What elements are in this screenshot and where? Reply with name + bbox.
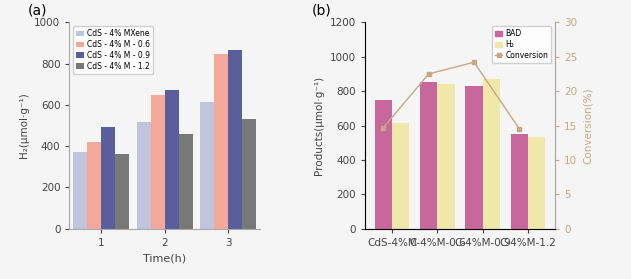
Bar bbox=[437, 84, 454, 229]
Bar bbox=[200, 102, 214, 229]
Bar bbox=[151, 95, 165, 229]
Text: (a): (a) bbox=[28, 3, 47, 17]
Bar bbox=[483, 80, 500, 229]
Bar bbox=[87, 142, 101, 229]
Y-axis label: Conversion(%): Conversion(%) bbox=[583, 87, 593, 164]
Bar bbox=[115, 155, 129, 229]
Bar bbox=[375, 100, 392, 229]
Y-axis label: Products(μmol·g⁻¹): Products(μmol·g⁻¹) bbox=[314, 76, 324, 175]
Bar bbox=[228, 50, 242, 229]
Bar bbox=[242, 119, 256, 229]
Bar bbox=[528, 137, 545, 229]
Bar bbox=[511, 134, 528, 229]
Conversion bbox=[470, 61, 478, 64]
Bar bbox=[73, 152, 87, 229]
Conversion bbox=[516, 127, 523, 131]
Text: (b): (b) bbox=[311, 3, 331, 17]
Y-axis label: H₂(μmol·g⁻¹): H₂(μmol·g⁻¹) bbox=[19, 93, 28, 158]
Bar bbox=[420, 82, 437, 229]
Bar bbox=[137, 122, 151, 229]
Conversion bbox=[425, 72, 432, 76]
Bar bbox=[392, 123, 409, 229]
Legend: CdS - 4% MXene, CdS - 4% M - 0.6, CdS - 4% M - 0.9, CdS - 4% M - 1.2: CdS - 4% MXene, CdS - 4% M - 0.6, CdS - … bbox=[73, 26, 153, 74]
X-axis label: Time(h): Time(h) bbox=[143, 253, 186, 263]
Bar bbox=[214, 54, 228, 229]
Bar bbox=[466, 86, 483, 229]
Bar bbox=[101, 127, 115, 229]
Line: Conversion: Conversion bbox=[381, 60, 522, 131]
Legend: BAD, H₂, Conversion: BAD, H₂, Conversion bbox=[492, 26, 551, 63]
Conversion bbox=[380, 126, 387, 129]
Bar bbox=[165, 90, 179, 229]
Bar bbox=[179, 134, 192, 229]
